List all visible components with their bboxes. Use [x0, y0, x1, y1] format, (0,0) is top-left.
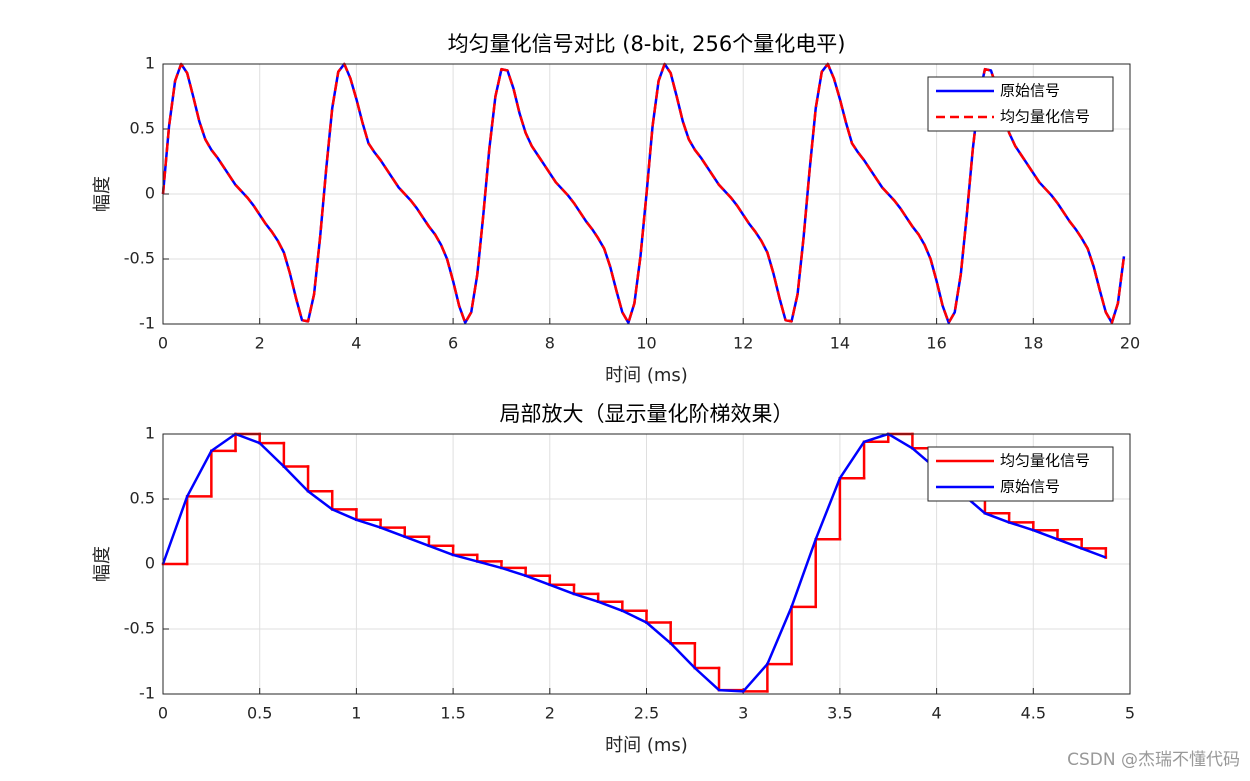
legend-label: 原始信号	[1000, 478, 1060, 496]
x-tick-label: 20	[1120, 334, 1140, 353]
x-tick-label: 8	[545, 334, 555, 353]
legend-label: 均匀量化信号	[1000, 108, 1090, 126]
x-tick-label: 0.5	[247, 704, 272, 723]
axes-box	[162, 433, 1131, 695]
x-tick-label: 4.5	[1021, 704, 1046, 723]
x-tick-label: 3	[738, 704, 748, 723]
x-tick-label: 0	[158, 334, 168, 353]
legend-box	[927, 446, 1114, 502]
x-tick-label: 16	[926, 334, 946, 353]
x-tick-label: 18	[1023, 334, 1043, 353]
y-tick-label: 0	[145, 554, 155, 573]
x-tick-label: 6	[448, 334, 458, 353]
y-tick-label: 0	[145, 184, 155, 203]
y-tick-label: 1	[145, 54, 155, 73]
x-axis-label: 时间 (ms)	[605, 735, 688, 756]
y-tick-label: -1	[139, 684, 155, 703]
legend-box	[927, 76, 1114, 132]
legend-label: 均匀量化信号	[1000, 452, 1090, 470]
y-axis-label: 幅度	[92, 176, 113, 212]
y-tick-label: -0.5	[124, 249, 155, 268]
y-tick-label: 1	[145, 424, 155, 443]
y-axis-label: 幅度	[92, 546, 113, 582]
x-tick-label: 12	[733, 334, 753, 353]
x-tick-label: 2	[545, 704, 555, 723]
chart-title: 均匀量化信号对比 (8-bit, 256个量化电平)	[448, 32, 846, 56]
x-tick-label: 2	[255, 334, 265, 353]
x-tick-label: 0	[158, 704, 168, 723]
x-tick-label: 4	[932, 704, 942, 723]
x-tick-label: 14	[830, 334, 850, 353]
y-tick-label: 0.5	[130, 489, 155, 508]
x-tick-label: 3.5	[827, 704, 852, 723]
watermark: CSDN @杰瑞不懂代码	[1067, 750, 1240, 770]
y-tick-label: -1	[139, 314, 155, 333]
x-tick-label: 4	[351, 334, 361, 353]
x-axis-label: 时间 (ms)	[605, 365, 688, 386]
line-series	[161, 62, 1126, 324]
x-tick-label: 1.5	[440, 704, 465, 723]
x-tick-label: 1	[351, 704, 361, 723]
y-tick-label: 0.5	[130, 119, 155, 138]
axes-box	[162, 63, 1131, 325]
x-tick-label: 5	[1125, 704, 1135, 723]
legend-label: 原始信号	[1000, 82, 1060, 100]
y-tick-label: -0.5	[124, 619, 155, 638]
x-tick-label: 10	[636, 334, 656, 353]
chart-title: 局部放大（显示量化阶梯效果）	[500, 402, 794, 426]
x-tick-label: 2.5	[634, 704, 659, 723]
